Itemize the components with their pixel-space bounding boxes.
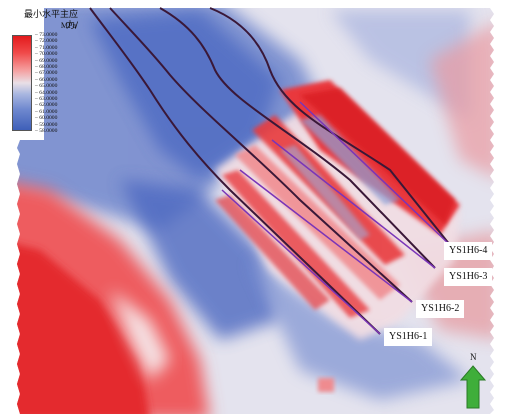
well-label-ys1h6-3: YS1H6-3: [444, 268, 493, 286]
legend-unit: MPa: [60, 21, 76, 30]
legend-tick-label: – 61.0000: [35, 108, 58, 115]
legend-tick-label: – 66.0000: [35, 76, 58, 83]
legend-tick-label: – 60.0000: [35, 115, 58, 122]
legend-tick-label: – 68.0000: [35, 64, 58, 70]
well-path-ys1h6-2: [109, 7, 413, 303]
well-path-ys1h6-4: [209, 7, 451, 246]
well-trajectories: [89, 7, 451, 335]
well-lateral-ys1h6-2: [239, 169, 413, 303]
legend-tick-label: – 69.0000: [35, 57, 58, 64]
legend-tick-label: – 72.0000: [35, 38, 58, 45]
well-label-ys1h6-4: YS1H6-4: [444, 242, 493, 260]
legend-tick-label: – 73.0000: [35, 32, 58, 38]
well-lateral-ys1h6-1: [221, 189, 381, 335]
color-legend: 最小水平主应力/ MPa – 73.0000– 72.0000– 71.0000…: [4, 5, 80, 145]
well-label-ys1h6-1: YS1H6-1: [384, 328, 433, 346]
legend-tick-label: – 64.0000: [35, 89, 58, 96]
legend-tick-label: – 62.0000: [35, 102, 58, 109]
legend-color-bar: [12, 35, 32, 131]
north-arrow: [459, 365, 487, 409]
legend-tick-label: – 65.0000: [35, 83, 58, 90]
legend-tick-label: – 63.0000: [35, 96, 58, 102]
legend-tick-label: – 67.0000: [35, 70, 58, 77]
legend-tick-label: – 58.0000: [35, 128, 58, 134]
well-path-ys1h6-1: [89, 7, 381, 335]
well-lateral-ys1h6-3: [271, 139, 436, 269]
legend-tick-label: – 71.0000: [35, 44, 58, 51]
legend-tick-label: – 59.0000: [35, 121, 58, 128]
north-label: N: [470, 352, 477, 362]
legend-title: 最小水平主应力/: [23, 10, 78, 31]
well-label-ys1h6-2: YS1H6-2: [416, 300, 465, 318]
well-path-ys1h6-3: [159, 7, 436, 269]
legend-tick-label: – 70.0000: [35, 51, 58, 58]
north-arrow-icon: [459, 365, 487, 409]
well-lateral-ys1h6-4: [299, 101, 451, 246]
